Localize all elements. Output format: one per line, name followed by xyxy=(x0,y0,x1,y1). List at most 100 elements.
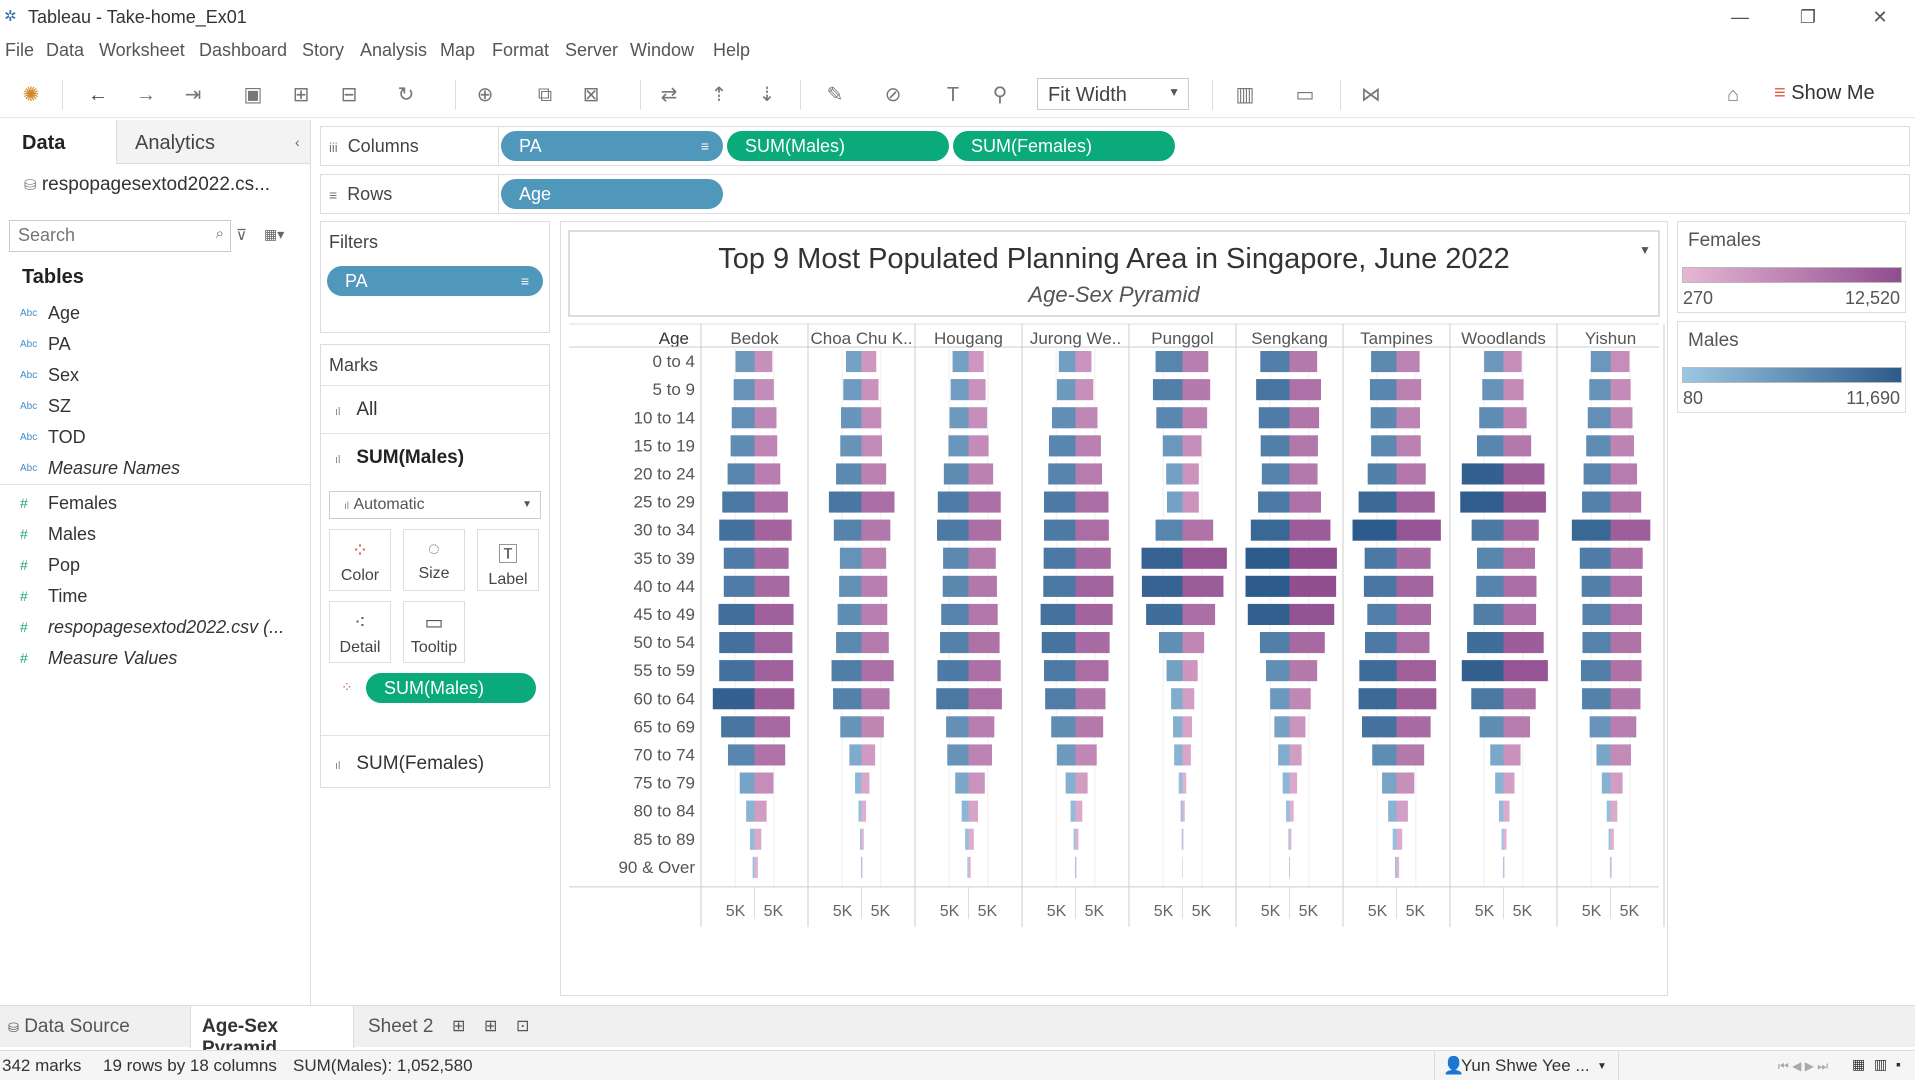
search-box[interactable]: ⌕ xyxy=(9,220,231,252)
sort-descending-icon[interactable]: ⇣ xyxy=(758,84,776,106)
view-options-icon[interactable]: ▦▾ xyxy=(264,226,285,242)
new-worksheet-tab-icon[interactable]: ⊞ xyxy=(452,1018,466,1035)
duplicate-sheet-icon[interactable]: ⧉ xyxy=(537,84,553,106)
mark-type-dropdown[interactable]: ıl Automatic ▼ xyxy=(329,491,541,519)
menu-help[interactable]: Help xyxy=(713,40,751,60)
redo-icon[interactable]: → xyxy=(136,84,156,106)
field-measure-names[interactable]: Abc Measure Names xyxy=(20,457,180,483)
detail-button[interactable]: ⁖ Detail xyxy=(329,601,391,663)
undo-icon[interactable]: ← xyxy=(88,84,108,106)
filter-pill-pa[interactable]: PA ≡ xyxy=(327,266,543,296)
columns-shelf[interactable]: iii Columns PA ≡ SUM(Males) SUM(Females) xyxy=(320,126,1910,166)
fix-axes-icon[interactable]: ⚲ xyxy=(992,84,1008,106)
menu-dashboard[interactable]: Dashboard xyxy=(199,40,288,60)
rows-shelf[interactable]: ≡ Rows Age xyxy=(320,174,1910,214)
worksheet-view[interactable]: Top 9 Most Populated Planning Area in Si… xyxy=(560,221,1668,996)
show-tabs-icon[interactable]: ▪ xyxy=(1896,1056,1901,1072)
age-sex-pyramid-chart[interactable]: Top 9 Most Populated Planning Area in Si… xyxy=(561,222,1667,995)
columns-pill-pa[interactable]: PA ≡ xyxy=(501,131,723,161)
format-painter-icon[interactable]: ⌂ xyxy=(1726,84,1740,106)
menu-format[interactable]: Format xyxy=(492,40,550,60)
males-legend[interactable]: Males 80 11,690 xyxy=(1677,321,1906,413)
show-me-button[interactable]: ≡ Show Me xyxy=(1774,82,1875,105)
marks-females-tab[interactable]: ıl SUM(Females) xyxy=(335,753,484,775)
new-datasource-icon[interactable]: ⊞ xyxy=(292,84,310,106)
collapse-icon[interactable]: ‹ xyxy=(295,134,300,150)
save-icon[interactable]: ▣ xyxy=(243,84,263,106)
menu-window[interactable]: Window xyxy=(630,40,695,60)
field-pop[interactable]: # Pop xyxy=(20,554,80,580)
share-icon[interactable]: ⋈ xyxy=(1361,84,1381,106)
tab-data[interactable]: Data xyxy=(0,120,115,164)
new-worksheet-icon[interactable]: ⊕ xyxy=(476,84,494,106)
data-source-item[interactable]: ⛁ respopagesextod2022.cs... xyxy=(24,174,270,196)
columns-pill-females[interactable]: SUM(Females) xyxy=(953,131,1175,161)
marks-all-tab[interactable]: ıl All xyxy=(335,399,377,421)
show-cards-icon[interactable]: ▥ xyxy=(1235,84,1255,106)
filter-icon[interactable]: ⊽ xyxy=(236,227,247,244)
female-bar xyxy=(968,772,985,794)
field-sz[interactable]: Abc SZ xyxy=(20,395,71,421)
search-input[interactable] xyxy=(10,221,190,249)
close-icon[interactable]: ✕ xyxy=(1872,7,1888,27)
columns-pill-males[interactable]: SUM(Males) xyxy=(727,131,949,161)
user-menu[interactable]: 👤 Yun Shwe Yee ... ▼ xyxy=(1434,1051,1619,1080)
new-dashboard-tab-icon[interactable]: ⊞ xyxy=(484,1018,498,1035)
minimize-icon[interactable]: — xyxy=(1731,7,1749,27)
label-button[interactable]: 🅃 Label xyxy=(477,529,539,591)
restore-icon[interactable]: ❐ xyxy=(1799,7,1817,27)
title-menu-icon[interactable]: ▼ xyxy=(1639,243,1651,257)
tooltip-button[interactable]: ▭ Tooltip xyxy=(403,601,465,663)
size-button[interactable]: ◌ Size xyxy=(403,529,465,591)
field-age[interactable]: Abc Age xyxy=(20,302,80,328)
highlight-icon[interactable]: ✎ xyxy=(826,84,844,106)
sheet-navigation-icon[interactable]: ⏮ ◀ ▶ ⏭ xyxy=(1778,1059,1829,1073)
menu-server[interactable]: Server xyxy=(565,40,619,60)
measure-type-icon: # xyxy=(20,557,28,574)
color-pill-males[interactable]: SUM(Males) xyxy=(366,673,536,703)
field-females[interactable]: # Females xyxy=(20,492,117,518)
string-type-icon: Abc xyxy=(20,400,38,412)
field-measure-values[interactable]: # Measure Values xyxy=(20,647,177,673)
field-males[interactable]: # Males xyxy=(20,523,96,549)
show-labels-icon[interactable]: T xyxy=(946,84,960,106)
new-story-tab-icon[interactable]: ⊡ xyxy=(516,1018,530,1035)
show-sheet-sorter-icon[interactable]: ▥ xyxy=(1874,1056,1888,1072)
females-legend[interactable]: Females 270 12,520 xyxy=(1677,221,1906,313)
menu-data[interactable]: Data xyxy=(46,40,85,60)
replay-icon[interactable]: ⇥ xyxy=(184,84,202,106)
pause-updates-icon[interactable]: ⊟ xyxy=(340,84,358,106)
field-record-count[interactable]: # respopagesextod2022.csv (... xyxy=(20,616,284,642)
field-tod[interactable]: Abc TOD xyxy=(20,426,86,452)
clear-sheet-icon[interactable]: ⊠ xyxy=(582,84,600,106)
plot-area: Age 0 to 4 5 to 9 10 to 14 15 to 19 20 to 24 2… xyxy=(569,323,1665,927)
tab-analytics[interactable]: Analytics ‹ xyxy=(116,120,310,164)
show-filmstrip-icon[interactable]: ▦ xyxy=(1852,1056,1866,1072)
presentation-mode-icon[interactable]: ▭ xyxy=(1295,84,1315,106)
rows-pill-age[interactable]: Age xyxy=(501,179,723,209)
male-bar xyxy=(1056,744,1076,766)
menu-analysis[interactable]: Analysis xyxy=(360,40,428,60)
field-sex[interactable]: Abc Sex xyxy=(20,364,79,390)
sort-ascending-icon[interactable]: ⇡ xyxy=(710,84,728,106)
swap-icon[interactable]: ⇄ xyxy=(660,84,678,106)
tableau-home-icon[interactable]: ✺ xyxy=(22,84,40,106)
field-pa[interactable]: Abc PA xyxy=(20,333,71,359)
male-bar xyxy=(1358,688,1397,710)
group-icon[interactable]: ⊘ xyxy=(884,84,902,106)
tab-age-sex-pyramid[interactable]: Age-Sex Pyramid xyxy=(190,1006,354,1059)
fit-dropdown[interactable]: Fit Width ▼ xyxy=(1037,78,1189,110)
menu-story[interactable]: Story xyxy=(302,40,345,60)
tab-data-source[interactable]: ⛁ Data Source xyxy=(8,1016,130,1038)
color-button[interactable]: ⁘ Color xyxy=(329,529,391,591)
search-icon[interactable]: ⌕ xyxy=(215,225,224,242)
tab-sheet-2[interactable]: Sheet 2 xyxy=(368,1016,434,1038)
marks-males-tab[interactable]: ıl SUM(Males) xyxy=(335,447,464,469)
field-time[interactable]: # Time xyxy=(20,585,87,611)
refresh-icon[interactable]: ↻ xyxy=(397,84,415,106)
menu-worksheet[interactable]: Worksheet xyxy=(99,40,185,60)
menu-file[interactable]: File xyxy=(5,40,35,60)
female-bar xyxy=(1503,856,1505,878)
menu-map[interactable]: Map xyxy=(440,40,476,60)
male-bar xyxy=(1286,800,1290,822)
